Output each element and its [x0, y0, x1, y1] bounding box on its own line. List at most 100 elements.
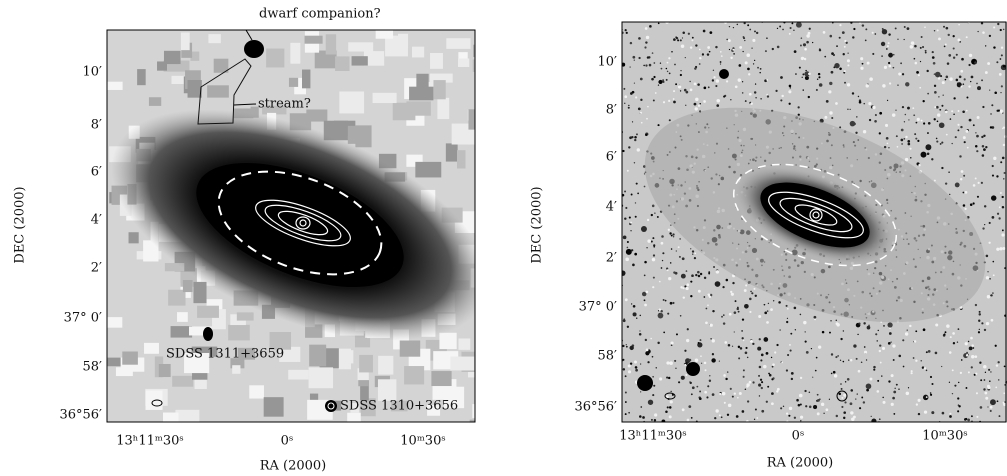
texture: [748, 73, 751, 76]
texture: [741, 81, 744, 83]
texture: [709, 31, 713, 35]
texture: [760, 359, 763, 362]
texture: [639, 77, 643, 81]
texture: [865, 28, 868, 31]
texture: [895, 383, 898, 386]
texture: [679, 73, 682, 77]
texture: [922, 328, 926, 332]
texture: [737, 310, 740, 313]
texture: [997, 361, 1000, 364]
annotation: stream?: [258, 97, 311, 112]
texture: [957, 404, 960, 406]
texture: [660, 309, 663, 313]
texture: [982, 105, 985, 109]
texture: [978, 328, 980, 331]
texture: [623, 87, 626, 90]
texture: [646, 218, 650, 222]
texture: [789, 343, 791, 346]
texture: [890, 374, 894, 378]
texture: [760, 353, 764, 357]
texture: [723, 374, 726, 377]
texture: [984, 71, 988, 74]
texture: [989, 89, 991, 91]
texture: [757, 346, 762, 351]
right-image: [622, 22, 1007, 422]
texture: [250, 106, 259, 118]
texture: [678, 255, 681, 258]
texture: [652, 394, 655, 397]
texture: [643, 274, 646, 277]
texture: [926, 69, 929, 73]
texture: [900, 138, 904, 142]
texture: [722, 286, 725, 289]
texture: [787, 307, 789, 310]
texture: [944, 43, 947, 46]
texture: [771, 365, 774, 368]
texture: [748, 92, 752, 96]
texture: [709, 375, 711, 377]
texture: [820, 402, 825, 407]
texture: [790, 371, 794, 375]
texture: [957, 38, 961, 42]
texture: [624, 95, 628, 99]
texture: [857, 333, 859, 336]
texture: [693, 257, 697, 260]
texture: [974, 61, 977, 64]
texture: [937, 113, 941, 117]
texture: [851, 92, 855, 95]
texture: [948, 54, 952, 57]
texture: [144, 342, 159, 354]
texture: [624, 391, 627, 394]
texture: [744, 303, 749, 309]
texture: [763, 337, 769, 342]
texture: [808, 405, 812, 409]
texture: [754, 83, 757, 85]
texture: [732, 48, 735, 51]
texture: [622, 344, 625, 348]
texture: [622, 235, 627, 240]
texture: [951, 369, 954, 372]
texture: [849, 402, 853, 406]
star: [719, 69, 729, 79]
texture: [699, 390, 702, 393]
texture: [788, 84, 792, 88]
texture: [805, 69, 807, 72]
texture: [107, 81, 123, 90]
source: [836, 390, 848, 402]
y-tick-label: 6′: [91, 165, 102, 180]
texture: [975, 392, 978, 395]
texture: [372, 92, 397, 104]
texture: [472, 59, 475, 72]
texture: [679, 238, 681, 240]
texture: [992, 292, 994, 294]
texture: [712, 69, 715, 71]
y-tick-label: 2′: [606, 251, 617, 266]
texture: [650, 418, 653, 421]
texture: [991, 164, 994, 168]
texture: [698, 63, 701, 65]
texture: [755, 97, 757, 99]
texture: [881, 346, 886, 350]
texture: [622, 270, 626, 276]
texture: [967, 418, 971, 422]
texture: [347, 125, 361, 144]
texture: [1002, 64, 1006, 68]
texture: [757, 66, 759, 69]
texture: [817, 72, 821, 76]
texture: [643, 173, 646, 175]
texture: [672, 233, 675, 236]
texture: [237, 347, 256, 360]
texture: [647, 361, 650, 364]
texture: [856, 116, 858, 118]
texture: [981, 144, 985, 148]
texture: [938, 37, 941, 41]
texture: [808, 72, 811, 76]
texture: [660, 67, 663, 70]
texture: [941, 365, 943, 368]
texture: [875, 333, 878, 336]
texture: [799, 415, 804, 419]
texture: [193, 281, 207, 304]
texture: [865, 84, 869, 88]
texture: [635, 182, 638, 185]
x-tick-label: 13ʰ11ᵐ30ˢ: [619, 429, 687, 444]
